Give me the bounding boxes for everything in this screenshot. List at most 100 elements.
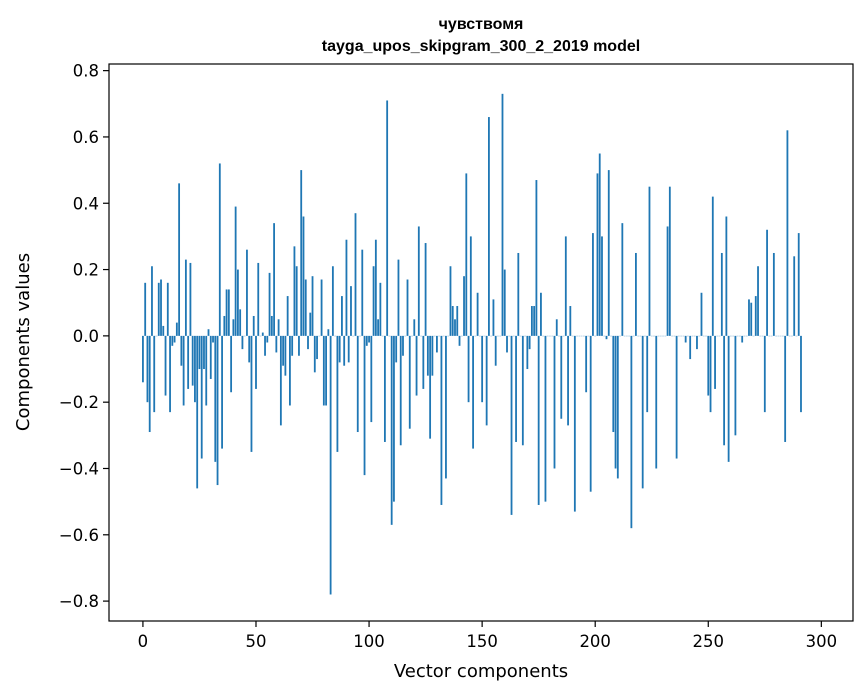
bar xyxy=(252,315,255,336)
bar xyxy=(379,282,382,336)
bar xyxy=(146,335,149,403)
bar xyxy=(621,223,624,336)
y-tick-label: 0.4 xyxy=(73,194,99,213)
bar xyxy=(164,335,167,396)
bar xyxy=(175,322,178,336)
bar xyxy=(711,196,714,336)
bar xyxy=(501,93,504,336)
bar xyxy=(237,269,239,336)
x-tick-label: 200 xyxy=(579,632,611,651)
bar xyxy=(675,335,678,459)
bar xyxy=(322,335,325,406)
y-tick-label: −0.8 xyxy=(59,592,99,611)
bar xyxy=(307,335,309,350)
bar xyxy=(748,299,750,336)
bar xyxy=(277,319,280,336)
bar xyxy=(666,226,669,336)
x-tick-label: 150 xyxy=(466,632,498,651)
bar xyxy=(614,335,617,469)
bar xyxy=(227,289,230,336)
x-tick-label: 0 xyxy=(138,632,149,651)
bar xyxy=(440,335,443,505)
bar xyxy=(469,236,472,336)
bar xyxy=(426,335,429,376)
bar xyxy=(345,239,348,336)
bar xyxy=(320,279,323,336)
bar xyxy=(612,335,615,433)
bar xyxy=(216,335,219,486)
bar xyxy=(304,279,307,336)
bar xyxy=(214,335,217,462)
bar xyxy=(338,335,341,363)
bar xyxy=(709,335,712,413)
y-tick-label: −0.4 xyxy=(59,459,99,478)
bar xyxy=(784,335,787,442)
bar xyxy=(284,335,287,376)
chart-title: чувствомя xyxy=(439,16,524,33)
bar xyxy=(393,335,395,502)
bar xyxy=(212,335,214,343)
bar xyxy=(786,130,789,336)
bar xyxy=(327,329,330,336)
bar xyxy=(397,259,400,336)
bar xyxy=(311,276,314,336)
bar xyxy=(241,335,244,350)
y-tick-label: 0.2 xyxy=(73,261,99,280)
bar xyxy=(723,335,726,446)
bar xyxy=(250,335,253,452)
bar xyxy=(517,252,520,336)
bar xyxy=(544,335,547,502)
bar xyxy=(596,173,599,336)
bar xyxy=(635,252,637,336)
bar xyxy=(142,335,144,383)
bar xyxy=(707,335,710,396)
bar xyxy=(383,335,386,442)
y-tick-label: −0.2 xyxy=(59,393,99,412)
bar xyxy=(564,236,567,336)
bar xyxy=(454,319,456,336)
bar xyxy=(413,319,416,336)
bar xyxy=(268,272,271,336)
bar xyxy=(209,335,212,379)
bar xyxy=(343,335,346,366)
bar xyxy=(585,335,588,393)
y-tick-label: 0.8 xyxy=(73,62,99,81)
bar xyxy=(555,319,558,336)
bar xyxy=(560,335,563,419)
bar xyxy=(569,306,572,336)
bar xyxy=(169,335,171,413)
bar xyxy=(266,335,269,343)
bar-series xyxy=(142,93,802,595)
bar xyxy=(506,335,508,353)
bar xyxy=(157,282,160,336)
bar xyxy=(230,335,233,393)
bar xyxy=(298,335,300,356)
bar xyxy=(533,306,536,336)
bar xyxy=(476,292,479,336)
bar xyxy=(331,266,334,336)
bar xyxy=(153,335,156,413)
bar xyxy=(286,296,289,336)
plot-frame xyxy=(108,63,854,622)
bar xyxy=(797,233,800,336)
bar xyxy=(510,335,513,515)
bar xyxy=(436,335,438,353)
bar xyxy=(725,216,728,336)
bar xyxy=(365,335,368,346)
bar xyxy=(528,335,531,350)
bar xyxy=(415,335,418,396)
bar xyxy=(422,335,425,389)
x-tick-label: 250 xyxy=(693,632,725,651)
bar xyxy=(573,335,576,512)
bar xyxy=(417,226,420,336)
bar xyxy=(503,269,506,336)
bar xyxy=(646,335,649,413)
bar xyxy=(601,236,603,336)
bar xyxy=(616,335,619,479)
bar xyxy=(592,233,594,336)
bar xyxy=(424,243,427,336)
bar xyxy=(488,117,490,336)
bar xyxy=(598,153,601,336)
bar xyxy=(494,335,497,366)
